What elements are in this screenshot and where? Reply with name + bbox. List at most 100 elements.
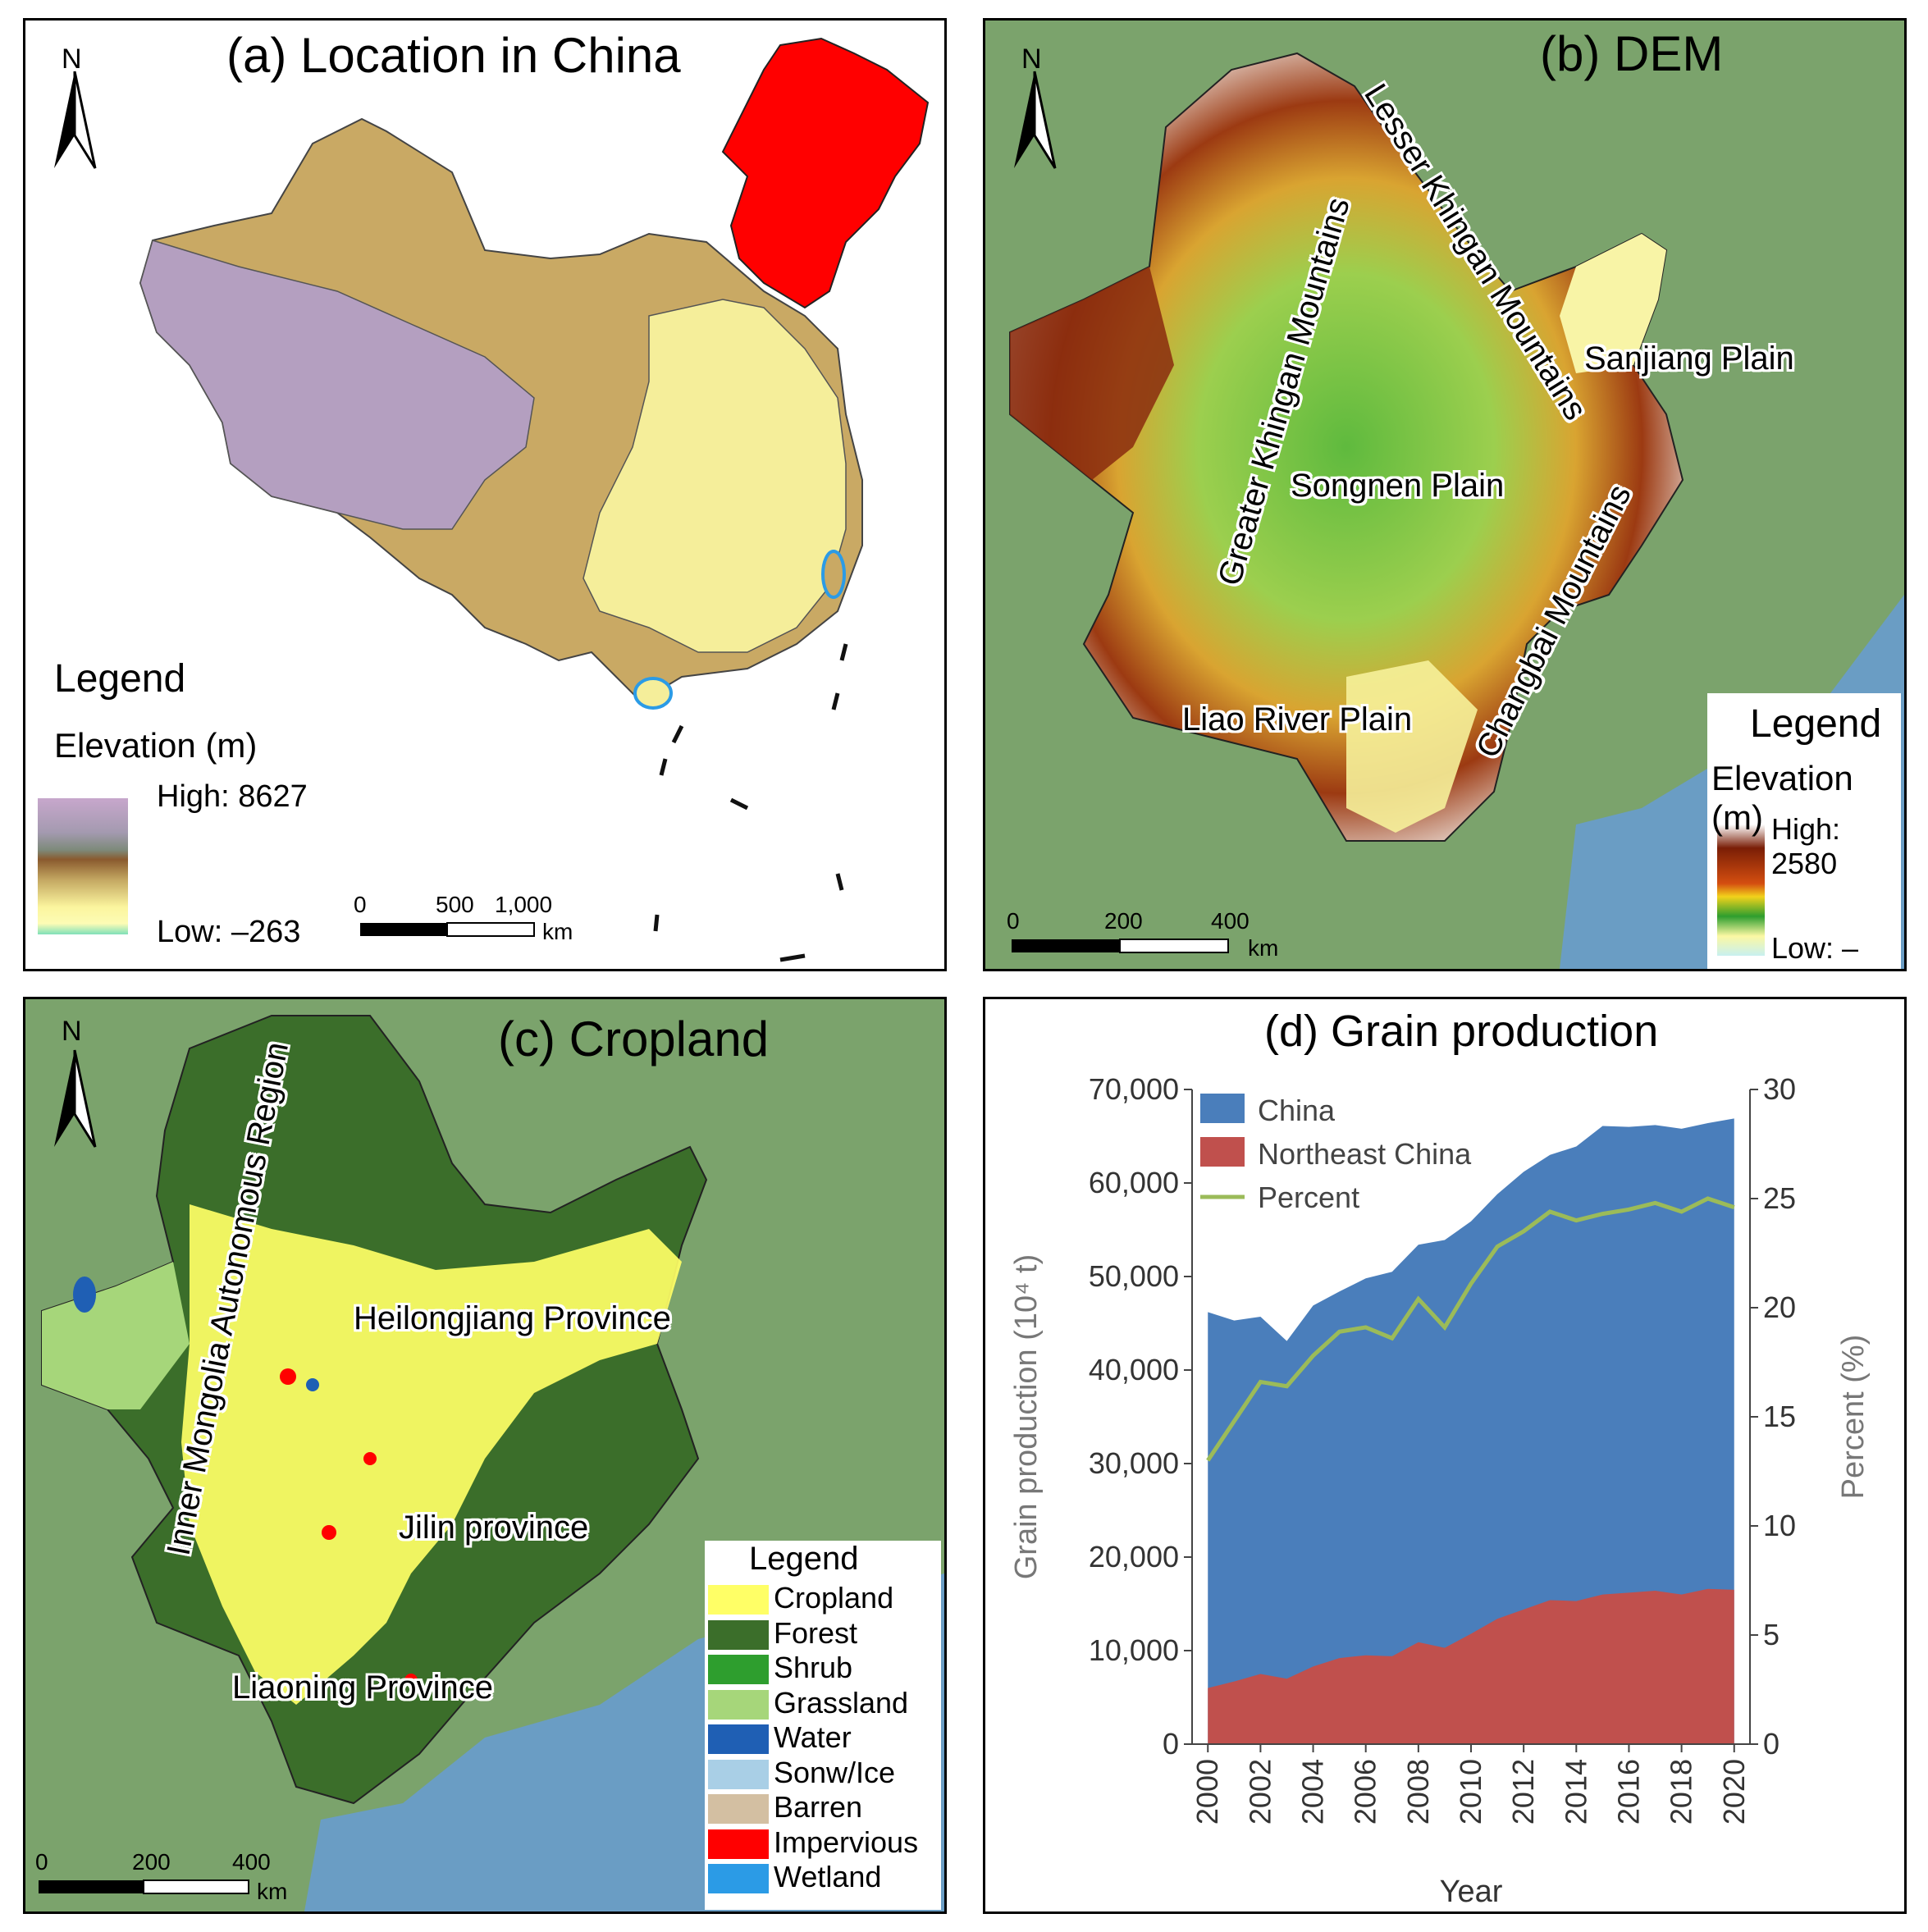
legend-label: Grassland xyxy=(774,1685,909,1720)
grain-production-chart: 0 10,000 20,000 30,000 40,000 50,000 60,000 70,… xyxy=(1009,1072,1871,1909)
y-tick-label: 40,000 xyxy=(1089,1353,1179,1386)
legend-swatch xyxy=(708,1829,769,1859)
north-label: N xyxy=(62,1016,82,1047)
panel-d-title: (d) Grain production xyxy=(1264,1007,1659,1056)
low-label: Low: –170 xyxy=(1771,931,1859,969)
x-tick-label: 2004 xyxy=(1296,1759,1330,1825)
legend-swatch xyxy=(708,1759,769,1789)
legend-item: Cropland xyxy=(708,1582,893,1615)
scale-tick-0: 0 xyxy=(354,892,367,917)
x-axis-title: Year xyxy=(1440,1875,1503,1909)
x-tick-label: 2010 xyxy=(1454,1759,1487,1825)
area-china xyxy=(1208,1118,1734,1744)
x-tick-label: 2018 xyxy=(1665,1759,1698,1825)
legend-swatch xyxy=(1200,1137,1245,1167)
legend-label: Impervious xyxy=(774,1825,919,1859)
y-right-tick-label: 25 xyxy=(1763,1181,1796,1215)
x-tick-label: 2002 xyxy=(1243,1759,1277,1825)
legend-swatch xyxy=(708,1689,769,1720)
x-tick-label: 2016 xyxy=(1611,1759,1645,1825)
north-arrow xyxy=(1014,71,1035,168)
scale-tick-1: 200 xyxy=(132,1849,171,1875)
legend-label: Cropland xyxy=(774,1581,894,1615)
legend-label: Percent xyxy=(1258,1181,1359,1214)
label-sanjiang-plain: Sanjiang Plain xyxy=(1584,340,1794,377)
scale-tick-1: 200 xyxy=(1104,908,1143,934)
panel-dem: (b) DEM N Greater Khingan Mountains Less… xyxy=(983,18,1907,971)
legend-item: Water xyxy=(708,1720,852,1755)
elevation-ramp xyxy=(1717,824,1765,956)
legend-label: Forest xyxy=(774,1615,858,1650)
legend-title: Legend xyxy=(54,657,186,701)
scale-tick-2: 1,000 xyxy=(495,892,553,917)
scale-tick-0: 0 xyxy=(35,1849,48,1875)
x-tick-label: 2000 xyxy=(1190,1759,1224,1825)
north-arrow xyxy=(54,1050,75,1147)
legend-swatch xyxy=(708,1724,769,1755)
scale-tick-2: 400 xyxy=(1211,908,1250,934)
y-tick-label: 70,000 xyxy=(1089,1072,1179,1106)
legend-label: Barren xyxy=(774,1790,863,1824)
legend-item: Barren xyxy=(708,1790,863,1825)
y-right-axis-title: Percent (%) xyxy=(1836,1335,1871,1500)
legend-item: Wetland xyxy=(708,1861,881,1894)
label-songnen-plain: Songnen Plain xyxy=(1291,468,1505,504)
y-tick-label: 50,000 xyxy=(1089,1259,1179,1293)
legend-label: Shrub xyxy=(774,1651,853,1684)
label-liaoning: Liaoning Province xyxy=(232,1669,493,1706)
scale-tick-0: 0 xyxy=(1007,908,1020,934)
y-right-tick-label: 10 xyxy=(1763,1509,1796,1542)
panel-a-title: (a) Location in China xyxy=(226,28,681,83)
legend-subtitle: Elevation (m) xyxy=(54,726,258,765)
elevation-ramp xyxy=(38,798,128,934)
scale-tick-1: 500 xyxy=(436,892,474,917)
legend-swatch xyxy=(708,1794,769,1825)
y-tick-label: 0 xyxy=(1163,1727,1179,1761)
panel-b-title: (b) DEM xyxy=(1540,26,1724,81)
x-tick-label: 2020 xyxy=(1717,1759,1751,1825)
panel-grain-production: (d) Grain production 0 10,000 20,000 30,000… xyxy=(983,997,1907,1914)
label-liao-river-plain: Liao River Plain xyxy=(1182,701,1413,738)
legend-label: Sonw/Ice xyxy=(774,1755,896,1789)
label-jilin: Jilin province xyxy=(399,1510,589,1546)
y-axis-title: Grain production (10⁴ t) xyxy=(1009,1254,1044,1580)
legend-subtitle: Elevation (m) xyxy=(1711,759,1853,837)
low-label: Low: –263 xyxy=(157,915,301,949)
high-label: High: 2580 xyxy=(1771,812,1841,880)
legend-item: Grassland xyxy=(708,1685,909,1720)
y-tick-label: 20,000 xyxy=(1089,1540,1179,1573)
scale-unit: km xyxy=(257,1879,288,1904)
dem-map xyxy=(985,21,1904,969)
legend-title: Legend xyxy=(749,1541,859,1577)
panel-location-in-china: (a) Location in China N Legend Elevation… xyxy=(23,18,947,971)
legend-item: Forest xyxy=(708,1615,858,1650)
panel-cropland: (c) Cropland N Inner Mongolia Autonomous… xyxy=(23,997,947,1914)
legend-item: Shrub xyxy=(708,1651,853,1685)
north-arrow xyxy=(54,71,75,168)
tibetan-plateau xyxy=(139,240,535,530)
y-right-tick-label: 15 xyxy=(1763,1400,1796,1433)
legend-label: Water xyxy=(774,1720,852,1754)
legend-title: Legend xyxy=(1750,702,1882,746)
y-right-tick-label: 5 xyxy=(1763,1618,1780,1651)
legend-item: Impervious xyxy=(708,1825,919,1859)
legend-swatch xyxy=(1200,1094,1245,1123)
x-tick-label: 2014 xyxy=(1559,1759,1592,1825)
legend-label: Northeast China xyxy=(1258,1137,1472,1171)
north-label: N xyxy=(62,43,82,75)
north-label: N xyxy=(1021,43,1042,75)
y-right-tick-label: 30 xyxy=(1763,1072,1796,1106)
high-label: High: 8627 xyxy=(157,779,308,814)
legend-label: China xyxy=(1258,1094,1336,1127)
panel-c-title: (c) Cropland xyxy=(498,1012,770,1066)
y-tick-label: 30,000 xyxy=(1089,1446,1179,1480)
scale-tick-2: 400 xyxy=(232,1849,271,1875)
line-percent xyxy=(1206,1196,1735,1462)
y-tick-label: 10,000 xyxy=(1089,1633,1179,1667)
y-tick-label: 60,000 xyxy=(1089,1166,1179,1199)
legend-swatch xyxy=(708,1619,769,1650)
china-map xyxy=(38,37,930,962)
northeast-region xyxy=(1009,52,1684,842)
x-tick-label: 2008 xyxy=(1401,1759,1435,1825)
eastern-lowland xyxy=(583,299,847,653)
